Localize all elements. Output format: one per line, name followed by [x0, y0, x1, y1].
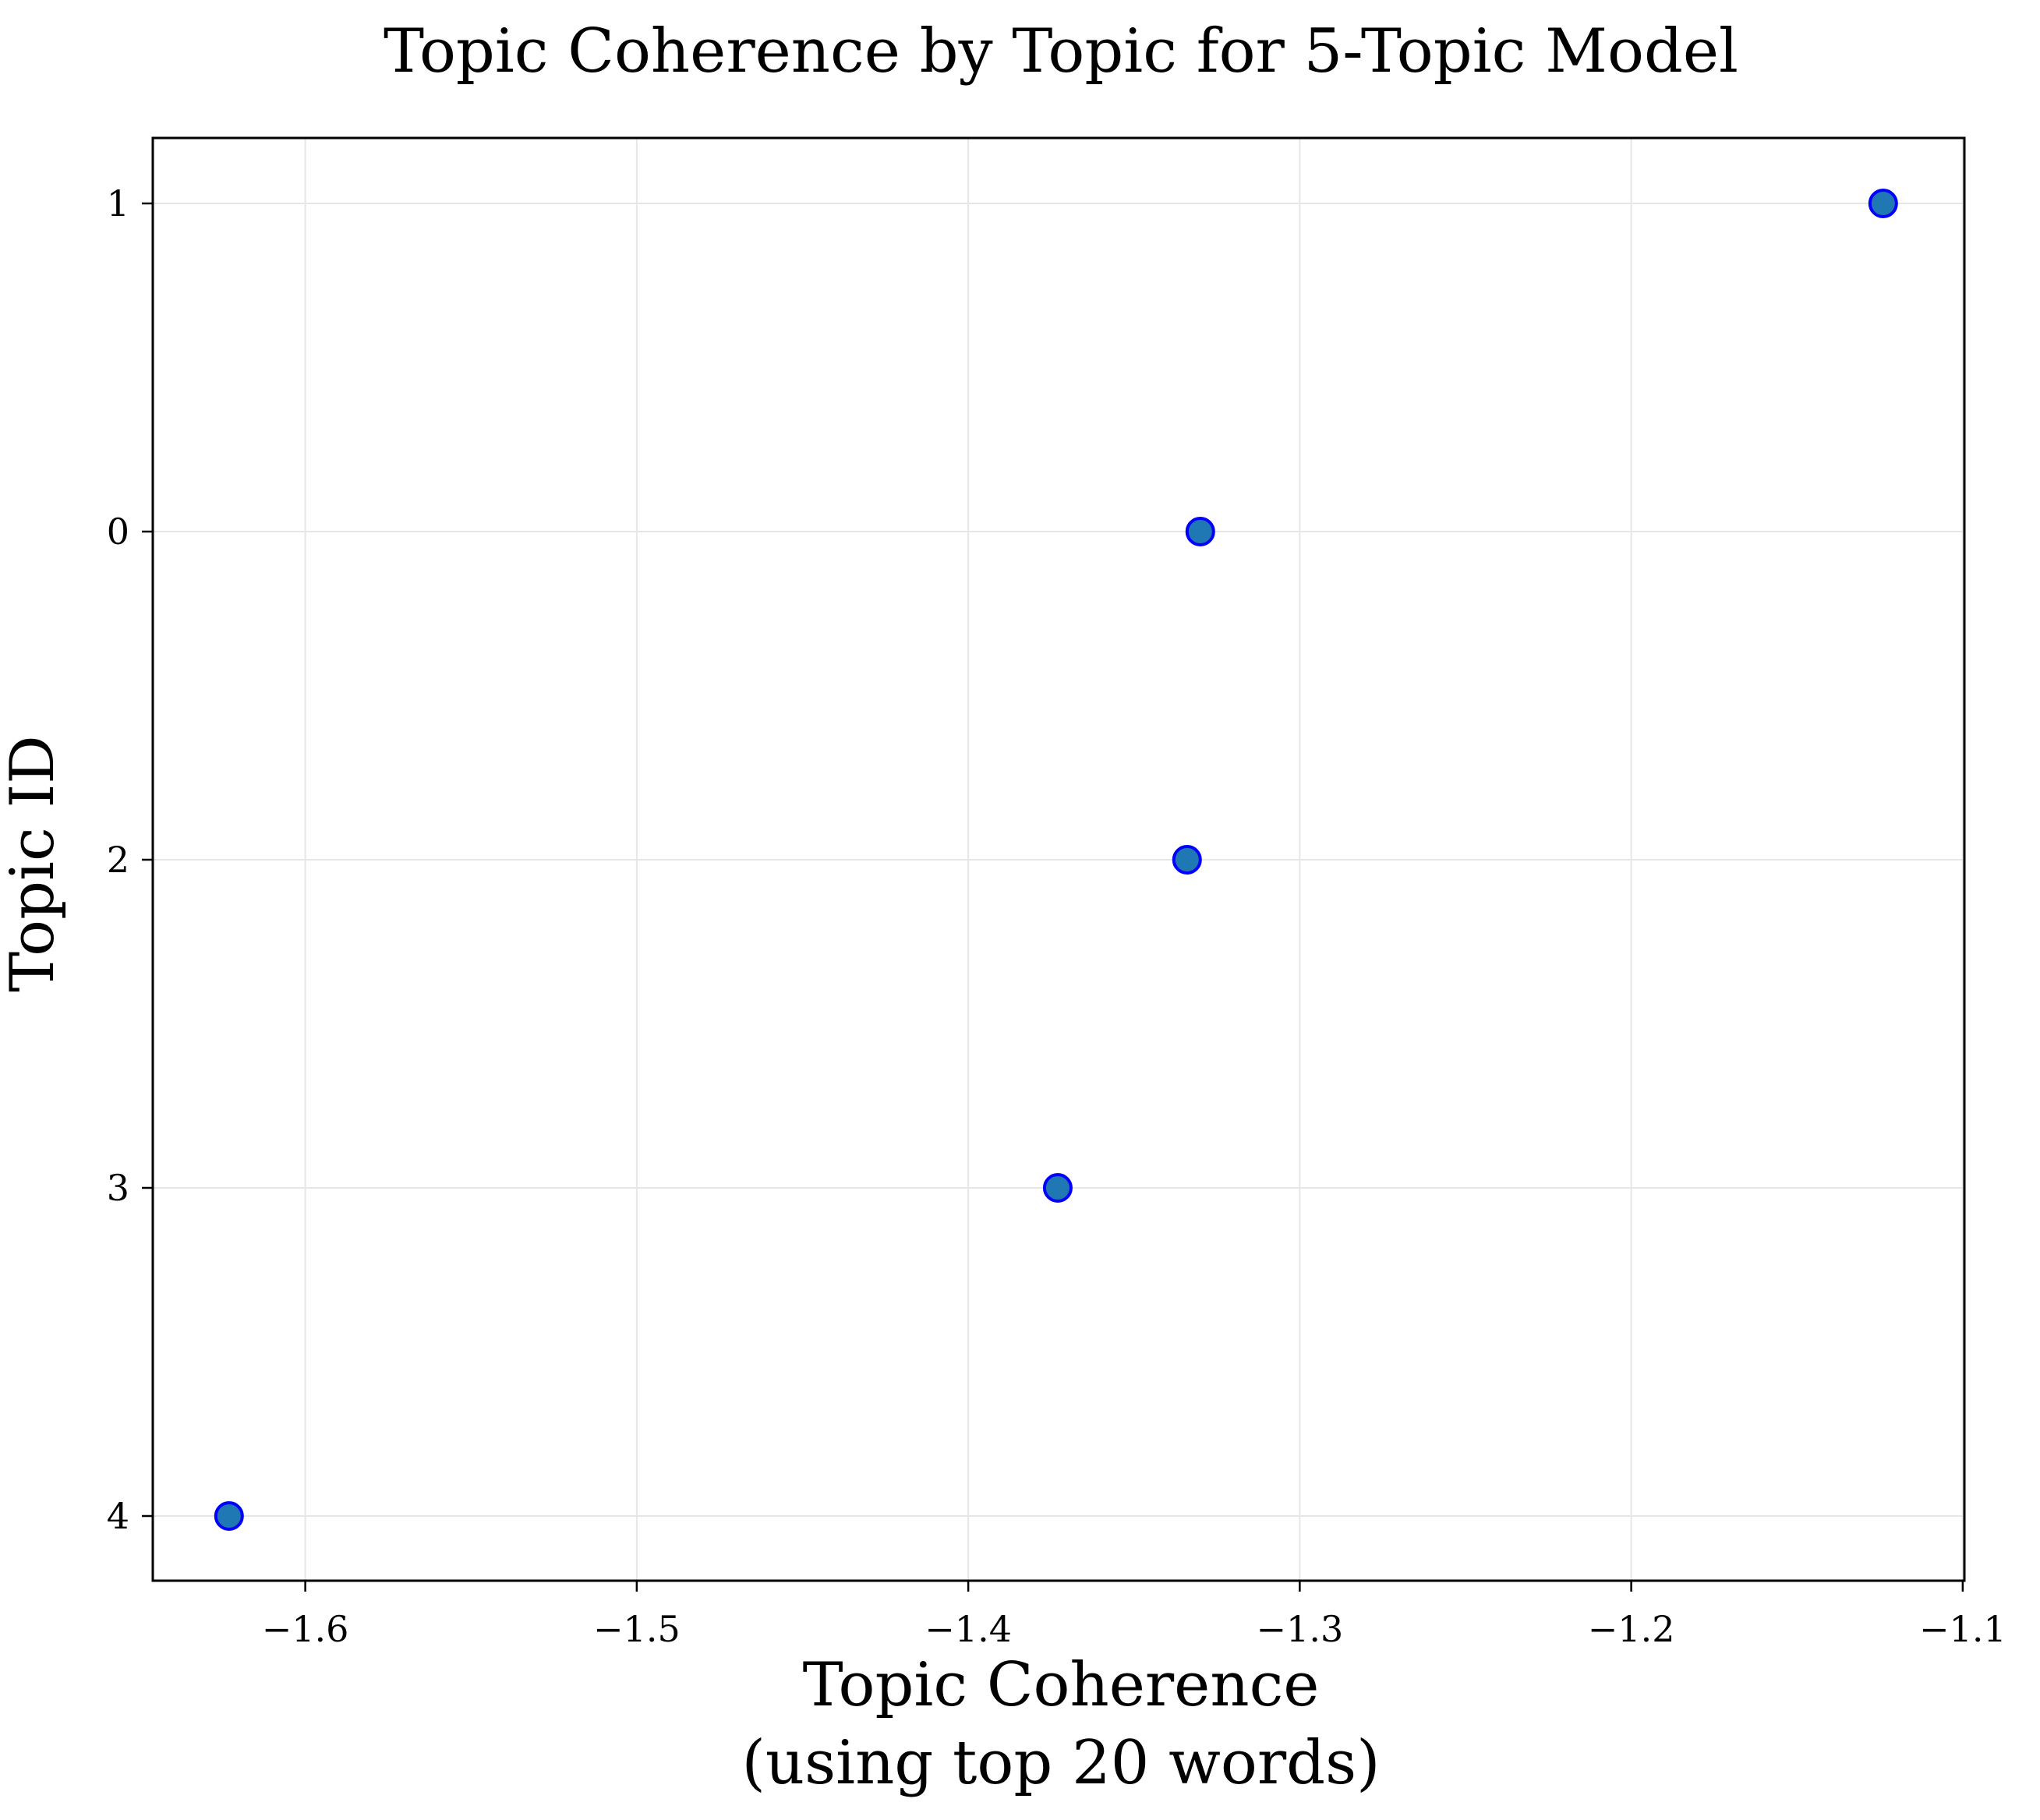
data-point-topic-4 [214, 1501, 244, 1531]
chart-title: Topic Coherence by Topic for 5-Topic Mod… [384, 16, 1738, 87]
grid [153, 138, 1964, 1581]
x-axis: −1.6 −1.5 −1.4 −1.3 −1.2 −1.1 [262, 1581, 2006, 1650]
y-tick-label: 1 [107, 182, 129, 224]
x-axis-label-subtitle: (using top 20 words) [741, 1728, 1380, 1798]
x-tick-label: −1.4 [925, 1608, 1012, 1650]
y-axis-label: Topic ID [0, 735, 68, 992]
y-tick-label: 4 [107, 1495, 129, 1537]
data-points [214, 189, 1898, 1531]
y-axis: 1 0 2 3 4 [107, 182, 153, 1537]
x-tick-label: −1.1 [1919, 1608, 2006, 1650]
x-tick-label: −1.6 [262, 1608, 349, 1650]
x-axis-label: Topic Coherence [803, 1650, 1320, 1720]
data-point-topic-1 [1868, 189, 1898, 218]
x-tick-label: −1.3 [1257, 1608, 1344, 1650]
y-tick-label: 0 [107, 511, 129, 553]
y-tick-label: 2 [107, 839, 129, 881]
data-point-topic-2 [1172, 845, 1202, 875]
data-point-topic-3 [1042, 1173, 1073, 1203]
data-point-topic-0 [1185, 517, 1215, 546]
y-tick-label: 3 [107, 1167, 129, 1209]
x-tick-label: −1.2 [1588, 1608, 1675, 1650]
x-tick-label: −1.5 [593, 1608, 681, 1650]
